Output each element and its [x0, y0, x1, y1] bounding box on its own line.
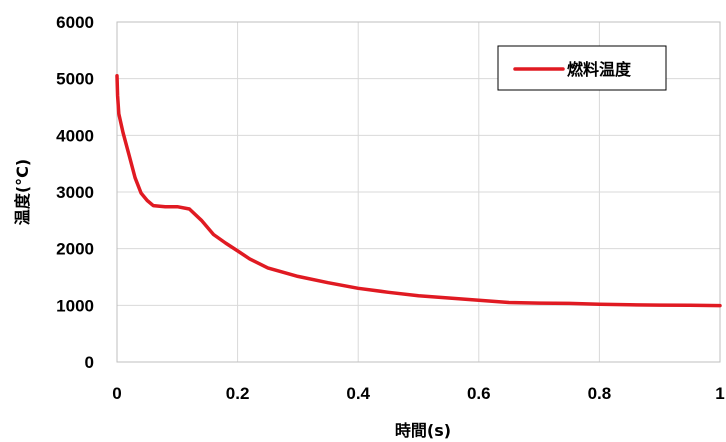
- plot-area-frame: [116, 21, 721, 363]
- y-tick-label: 3000: [56, 183, 94, 202]
- x-tick-label: 0.4: [346, 384, 370, 403]
- y-tick-label: 6000: [56, 13, 94, 32]
- series-line-0: [115, 74, 722, 308]
- x-tick-label: 0.8: [588, 384, 612, 403]
- y-tick-label: 4000: [56, 126, 94, 145]
- y-axis-title: 温度(°C): [13, 159, 32, 226]
- legend: 燃料温度: [497, 45, 667, 91]
- y-tick-label: 1000: [56, 296, 94, 315]
- x-tick-labels: 0 0.2 0.4 0.6 0.8 1: [112, 384, 724, 403]
- x-tick-label: 0.6: [467, 384, 491, 403]
- y-tick-label: 0: [85, 353, 94, 372]
- legend-label: 燃料温度: [567, 60, 632, 79]
- x-tick-label: 1: [715, 384, 724, 403]
- x-tick-label: 0.2: [226, 384, 250, 403]
- series-layer: [115, 74, 722, 308]
- x-tick-label: 0: [112, 384, 121, 403]
- x-axis-title: 時間(s): [395, 421, 451, 440]
- y-tick-label: 5000: [56, 70, 94, 89]
- y-tick-label: 2000: [56, 240, 94, 259]
- y-tick-labels: 0 1000 2000 3000 4000 5000 6000: [56, 13, 94, 372]
